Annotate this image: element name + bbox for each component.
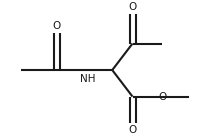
Text: O: O (128, 125, 137, 135)
Text: O: O (158, 92, 167, 102)
Text: O: O (53, 21, 61, 31)
Text: O: O (128, 2, 137, 12)
Text: NH: NH (80, 74, 95, 84)
